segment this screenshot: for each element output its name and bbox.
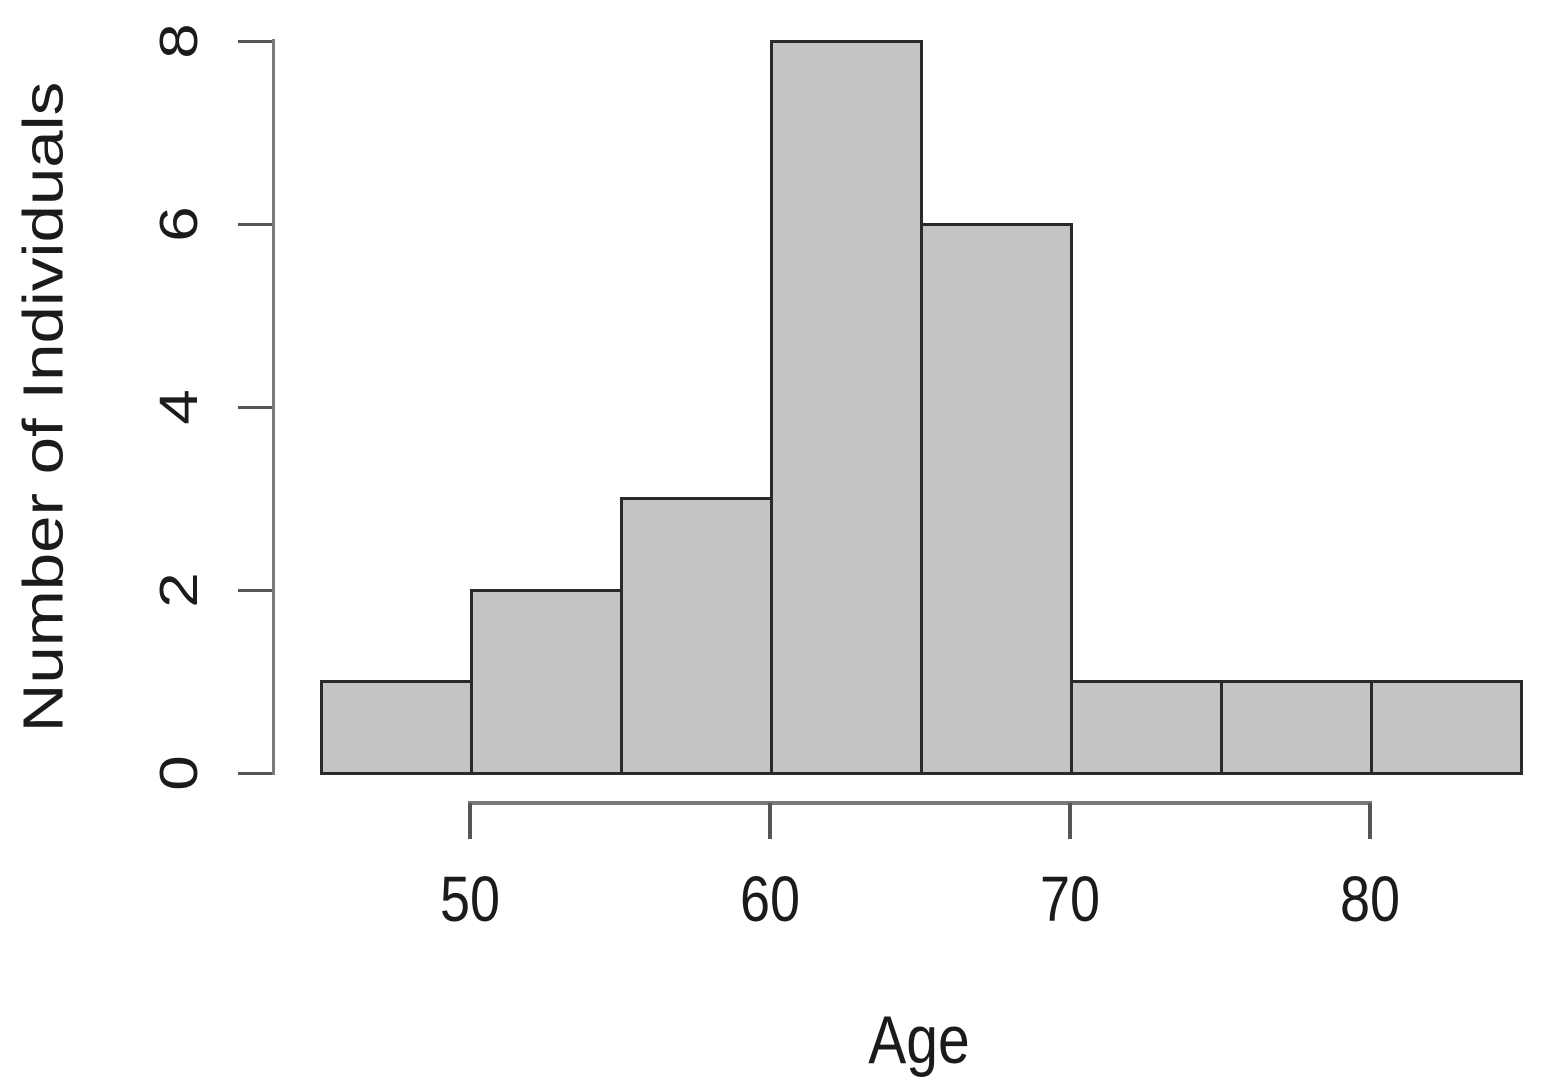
x-axis-line bbox=[468, 801, 1372, 805]
x-axis-title: Age bbox=[868, 1002, 970, 1079]
y-tick-label: 4 bbox=[149, 389, 209, 425]
y-tick-label: 6 bbox=[149, 206, 209, 242]
y-tick bbox=[238, 405, 272, 409]
histogram-bar bbox=[770, 39, 923, 775]
x-tick bbox=[468, 803, 472, 839]
y-tick-label: 8 bbox=[149, 23, 209, 59]
y-tick bbox=[238, 771, 272, 775]
x-tick bbox=[768, 803, 772, 839]
histogram-bar bbox=[1370, 680, 1523, 775]
y-tick bbox=[238, 222, 272, 226]
y-tick bbox=[238, 588, 272, 592]
histogram-bar bbox=[1070, 680, 1223, 775]
x-tick-label: 50 bbox=[439, 864, 501, 936]
y-tick-label: 0 bbox=[149, 755, 209, 791]
histogram-bar bbox=[320, 680, 473, 775]
y-tick-label: 2 bbox=[149, 572, 209, 608]
x-tick bbox=[1368, 803, 1372, 839]
histogram-bar bbox=[920, 222, 1073, 775]
histogram-bar bbox=[1220, 680, 1373, 775]
histogram-bar bbox=[470, 588, 623, 775]
y-axis-line bbox=[272, 39, 275, 775]
y-tick bbox=[238, 39, 272, 43]
y-axis-title: Number of Individuals bbox=[11, 81, 76, 733]
histogram-bar bbox=[620, 497, 773, 775]
x-tick-label: 60 bbox=[739, 864, 801, 936]
x-tick-label: 80 bbox=[1339, 864, 1401, 936]
x-tick-label: 70 bbox=[1039, 864, 1101, 936]
x-tick bbox=[1068, 803, 1072, 839]
